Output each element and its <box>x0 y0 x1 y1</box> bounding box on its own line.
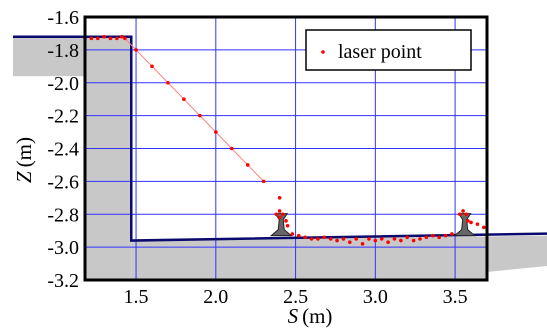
laser-point <box>392 237 397 241</box>
legend-box <box>305 29 472 71</box>
laser-point <box>134 48 138 52</box>
x-tick-label: 2.5 <box>283 286 308 308</box>
y-tick-label: -2.6 <box>47 171 79 193</box>
laser-point <box>229 146 234 151</box>
laser-point <box>245 163 250 167</box>
laser-trace <box>231 148 249 166</box>
laser-point <box>482 225 486 230</box>
laser-point <box>348 240 352 244</box>
laser-point <box>119 34 124 39</box>
laser-point <box>95 36 100 41</box>
laser-point <box>328 237 333 241</box>
laser-point <box>373 238 378 243</box>
x-tick-label: 1.5 <box>124 286 149 308</box>
laser-trace <box>247 164 265 182</box>
laser-point <box>277 196 282 200</box>
laser-point <box>464 212 469 217</box>
x-tick-labels: 1.5 2.0 2.5 3.0 3.5 <box>124 286 468 308</box>
laser-point <box>102 34 106 39</box>
x-axis-title: S (m) <box>288 304 333 328</box>
laser-point <box>214 130 218 134</box>
laser-point <box>405 235 410 240</box>
laser-point <box>466 219 470 223</box>
ground-wall <box>85 36 132 280</box>
laser-point <box>418 237 422 241</box>
laser-point <box>150 64 154 69</box>
laser-point <box>367 237 371 241</box>
laser-trace <box>151 65 169 84</box>
laser-point <box>450 232 454 236</box>
laser-point <box>399 238 403 243</box>
laser-trace <box>167 82 185 100</box>
y-axis-title: Z(m) <box>12 137 36 183</box>
laser-point <box>411 238 416 243</box>
laser-point <box>198 113 202 118</box>
y-tick-label: -2.0 <box>47 73 79 95</box>
y-tick-label: -2.8 <box>47 204 79 226</box>
laser-point <box>309 237 314 241</box>
laser-point <box>461 209 465 213</box>
y-tick-label: -2.2 <box>47 106 79 128</box>
laser-point <box>166 80 170 85</box>
ground-fill <box>13 36 547 280</box>
rail-icon <box>453 213 477 237</box>
laser-point <box>341 237 346 241</box>
profile-line <box>13 35 547 242</box>
laser-trace <box>183 98 201 116</box>
laser-point <box>475 222 480 226</box>
y-tick-label: -3.2 <box>47 270 79 292</box>
laser-point <box>281 212 285 217</box>
laser-point <box>424 235 429 240</box>
legend-marker <box>321 50 325 54</box>
laser-point <box>284 219 288 223</box>
laser-point <box>437 235 441 240</box>
laser-point <box>277 215 282 220</box>
y-tick-label: -1.6 <box>47 7 79 29</box>
laser-trace <box>124 38 137 51</box>
laser-point <box>322 235 327 240</box>
laser-point <box>354 237 358 241</box>
x-tick-label: 3.0 <box>363 286 388 308</box>
laser-point <box>290 232 295 236</box>
ground-lower <box>131 235 547 280</box>
x-tick-label: 3.5 <box>443 286 468 308</box>
laser-point <box>335 238 339 243</box>
legend-label: laser point <box>338 41 422 63</box>
laser-point <box>379 237 384 241</box>
x-tick-label: 2.0 <box>203 286 228 308</box>
laser-point <box>469 220 473 225</box>
laser-point <box>360 242 365 246</box>
laser-point <box>386 240 390 244</box>
laser-point <box>443 233 448 238</box>
laser-point <box>261 179 266 184</box>
legend: laser point <box>305 29 472 71</box>
laser-trace <box>215 131 233 149</box>
profile-outline <box>13 35 547 242</box>
laser-point <box>285 223 290 228</box>
laser-point <box>296 233 301 238</box>
laser-points <box>83 34 486 246</box>
laser-point <box>430 233 435 238</box>
y-tick-label: -1.8 <box>47 40 79 62</box>
y-tick-labels: -1.6 -1.8 -2.0 -2.2 -2.4 -2.6 -2.8 -3.0 -3.2 <box>47 7 79 292</box>
laser-point <box>182 97 186 101</box>
laser-point <box>115 36 119 41</box>
laser-point <box>277 209 282 213</box>
laser-point <box>316 237 320 241</box>
laser-trace <box>135 49 153 67</box>
laser-point <box>274 212 279 217</box>
y-tick-label: -2.4 <box>47 139 79 161</box>
laser-point <box>89 36 94 41</box>
laser-trace <box>199 115 217 133</box>
laser-point <box>123 36 127 41</box>
plot-frame <box>83 15 489 282</box>
laser-point <box>303 235 307 240</box>
laser-point <box>458 212 462 217</box>
laser-point <box>108 36 113 41</box>
rail-icon <box>269 213 293 237</box>
y-tick-label: -3.0 <box>47 237 79 259</box>
